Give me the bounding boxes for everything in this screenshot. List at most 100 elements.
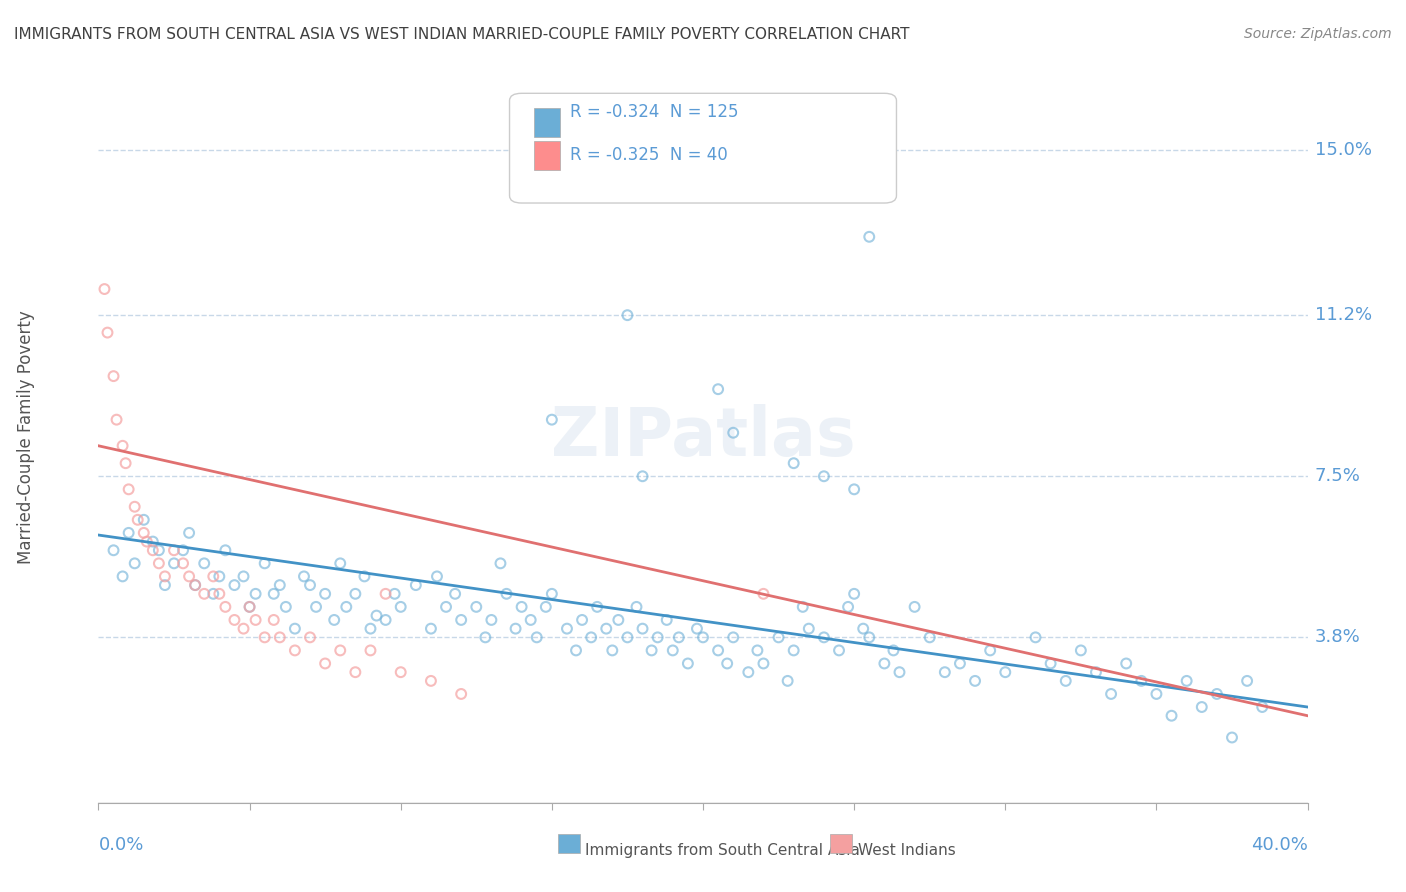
Point: [360, 643, 382, 657]
Point: [148, 543, 170, 558]
Point: [274, 599, 297, 614]
Point: [232, 622, 254, 636]
Point: [434, 599, 457, 614]
Point: [768, 631, 790, 645]
Point: [647, 631, 669, 645]
Point: [111, 439, 134, 453]
Point: [299, 578, 322, 592]
Point: [118, 483, 141, 497]
Point: [882, 643, 904, 657]
Point: [245, 587, 267, 601]
Point: [676, 657, 699, 671]
Point: [586, 599, 609, 614]
Point: [723, 425, 745, 440]
Point: [1191, 700, 1213, 714]
Point: [172, 557, 194, 571]
FancyBboxPatch shape: [534, 108, 561, 137]
Point: [873, 657, 896, 671]
Point: [420, 622, 443, 636]
Point: [450, 613, 472, 627]
Point: [224, 578, 246, 592]
Point: [142, 543, 165, 558]
Point: [360, 622, 382, 636]
Point: [813, 469, 835, 483]
Point: [904, 599, 927, 614]
Point: [626, 599, 648, 614]
Point: [292, 569, 315, 583]
Point: [692, 631, 714, 645]
Point: [534, 599, 557, 614]
Point: [93, 282, 115, 296]
Point: [179, 569, 201, 583]
Point: [716, 657, 738, 671]
Point: [323, 613, 346, 627]
Point: [616, 631, 638, 645]
Point: [1024, 631, 1046, 645]
Point: [111, 569, 134, 583]
Point: [858, 229, 880, 244]
Point: [481, 613, 503, 627]
Point: [655, 613, 678, 627]
Point: [384, 587, 406, 601]
Point: [1175, 673, 1198, 688]
Text: Source: ZipAtlas.com: Source: ZipAtlas.com: [1244, 27, 1392, 41]
Point: [828, 643, 851, 657]
Point: [707, 382, 730, 396]
Point: [374, 587, 396, 601]
Point: [752, 587, 775, 601]
Text: 0.0%: 0.0%: [98, 836, 143, 854]
Text: Immigrants from South Central Asia: Immigrants from South Central Asia: [585, 843, 859, 858]
Point: [353, 569, 375, 583]
Point: [465, 599, 488, 614]
Point: [837, 599, 859, 614]
Point: [224, 613, 246, 627]
Point: [114, 456, 136, 470]
Text: R = -0.325  N = 40: R = -0.325 N = 40: [569, 146, 728, 164]
Text: West Indians: West Indians: [858, 843, 956, 858]
Point: [1220, 731, 1243, 745]
Point: [329, 643, 352, 657]
Point: [253, 631, 276, 645]
Point: [505, 622, 527, 636]
Point: [1144, 687, 1167, 701]
Point: [1039, 657, 1062, 671]
Text: IMMIGRANTS FROM SOUTH CENTRAL ASIA VS WEST INDIAN MARRIED-COUPLE FAMILY POVERTY : IMMIGRANTS FROM SOUTH CENTRAL ASIA VS WE…: [14, 27, 910, 42]
Point: [299, 631, 322, 645]
Point: [555, 622, 578, 636]
Text: 15.0%: 15.0%: [1315, 141, 1371, 159]
FancyBboxPatch shape: [534, 141, 561, 170]
Point: [314, 587, 336, 601]
Point: [239, 599, 262, 614]
Text: 11.2%: 11.2%: [1315, 306, 1372, 324]
Point: [214, 543, 236, 558]
Point: [389, 599, 412, 614]
Point: [1099, 687, 1122, 701]
Text: 40.0%: 40.0%: [1251, 836, 1308, 854]
Point: [420, 673, 443, 688]
Point: [747, 643, 769, 657]
Point: [208, 587, 231, 601]
Point: [852, 622, 875, 636]
Point: [245, 613, 267, 627]
Point: [965, 673, 987, 688]
Point: [426, 569, 449, 583]
Point: [526, 631, 548, 645]
Text: 3.8%: 3.8%: [1315, 628, 1360, 647]
Point: [444, 587, 467, 601]
Point: [858, 631, 880, 645]
Point: [184, 578, 207, 592]
Point: [232, 569, 254, 583]
Point: [127, 513, 149, 527]
Point: [792, 599, 814, 614]
Text: R = -0.324  N = 125: R = -0.324 N = 125: [569, 103, 738, 120]
Point: [344, 587, 367, 601]
Point: [124, 557, 146, 571]
Point: [631, 622, 654, 636]
Point: [284, 622, 307, 636]
Point: [153, 578, 176, 592]
Point: [631, 469, 654, 483]
Point: [571, 613, 593, 627]
Point: [934, 665, 956, 680]
Point: [132, 513, 155, 527]
Point: [344, 665, 367, 680]
